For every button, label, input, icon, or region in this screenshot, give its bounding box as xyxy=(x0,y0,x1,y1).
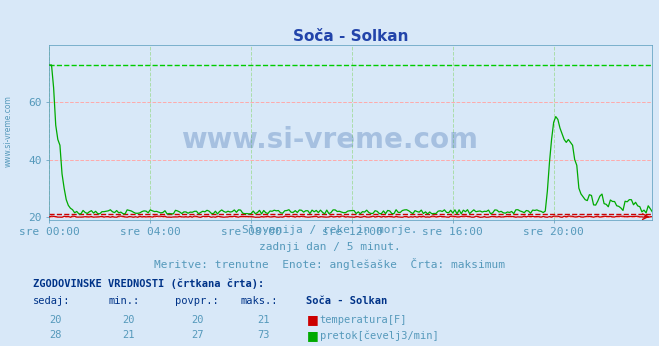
Text: Meritve: trenutne  Enote: anglešaške  Črta: maksimum: Meritve: trenutne Enote: anglešaške Črta… xyxy=(154,258,505,270)
Text: ■: ■ xyxy=(306,329,318,342)
Text: www.si-vreme.com: www.si-vreme.com xyxy=(3,95,13,167)
Text: povpr.:: povpr.: xyxy=(175,296,218,306)
Text: 28: 28 xyxy=(49,330,62,340)
Text: zadnji dan / 5 minut.: zadnji dan / 5 minut. xyxy=(258,242,401,252)
Text: www.si-vreme.com: www.si-vreme.com xyxy=(181,126,478,154)
Text: 20: 20 xyxy=(191,315,204,325)
Text: Soča - Solkan: Soča - Solkan xyxy=(306,296,387,306)
Text: 21: 21 xyxy=(257,315,270,325)
Text: sedaj:: sedaj: xyxy=(33,296,71,306)
Text: 27: 27 xyxy=(191,330,204,340)
Text: temperatura[F]: temperatura[F] xyxy=(320,315,407,325)
Text: ■: ■ xyxy=(306,313,318,326)
Text: Slovenija / reke in morje.: Slovenija / reke in morje. xyxy=(242,225,417,235)
Text: 21: 21 xyxy=(122,330,134,340)
Title: Soča - Solkan: Soča - Solkan xyxy=(293,29,409,44)
Text: maks.:: maks.: xyxy=(241,296,278,306)
Text: 20: 20 xyxy=(49,315,62,325)
Text: 20: 20 xyxy=(122,315,134,325)
Text: min.:: min.: xyxy=(109,296,140,306)
Text: ZGODOVINSKE VREDNOSTI (črtkana črta):: ZGODOVINSKE VREDNOSTI (črtkana črta): xyxy=(33,279,264,289)
Text: pretok[čevelj3/min]: pretok[čevelj3/min] xyxy=(320,330,438,341)
Text: 73: 73 xyxy=(257,330,270,340)
